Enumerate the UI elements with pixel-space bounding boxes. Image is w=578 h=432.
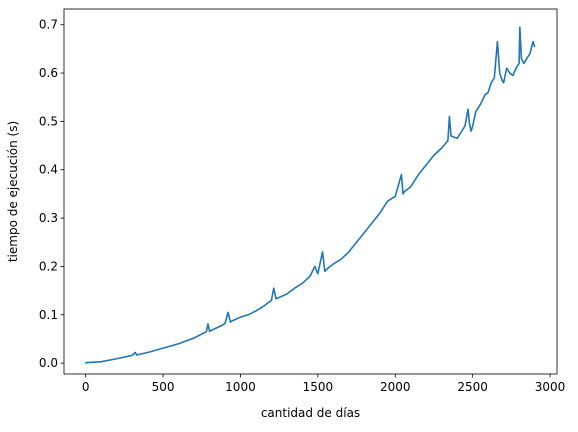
x-axis-ticks: 0 500 1000 1500 2000 2500 3000 — [82, 374, 565, 394]
series-layer — [84, 26, 536, 364]
y-tick-label: 0.5 — [39, 114, 58, 128]
y-tick-label: 0.6 — [39, 66, 58, 80]
x-tick-label: 2000 — [380, 380, 411, 394]
x-tick-label: 2500 — [457, 380, 488, 394]
y-tick-label: 0.4 — [39, 163, 58, 177]
x-tick-label: 3000 — [535, 380, 566, 394]
plot-background — [64, 9, 557, 374]
x-tick-label: 0 — [82, 380, 90, 394]
y-tick-label: 0.2 — [39, 259, 58, 273]
y-tick-label: 0.0 — [39, 356, 58, 370]
plot-frame — [63, 8, 558, 375]
x-axis-label: cantidad de días — [261, 406, 360, 420]
y-tick-label: 0.7 — [39, 18, 58, 32]
x-tick-label: 500 — [152, 380, 175, 394]
y-axis-label: tiempo de ejecución (s) — [6, 121, 20, 262]
y-tick-label: 0.3 — [39, 211, 58, 225]
x-tick-label: 1500 — [303, 380, 334, 394]
series-line — [84, 26, 536, 364]
y-axis-ticks: 0.0 0.1 0.2 0.3 0.4 0.5 0.6 0.7 — [39, 18, 64, 370]
y-tick-label: 0.1 — [39, 308, 58, 322]
x-tick-label: 1000 — [225, 380, 256, 394]
